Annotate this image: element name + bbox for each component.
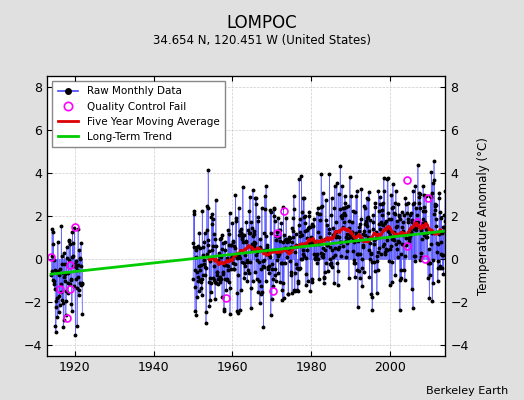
Text: LOMPOC: LOMPOC: [227, 14, 297, 32]
Text: 34.654 N, 120.451 W (United States): 34.654 N, 120.451 W (United States): [153, 34, 371, 47]
Y-axis label: Temperature Anomaly (°C): Temperature Anomaly (°C): [477, 137, 490, 295]
Legend: Raw Monthly Data, Quality Control Fail, Five Year Moving Average, Long-Term Tren: Raw Monthly Data, Quality Control Fail, …: [52, 81, 225, 147]
Text: Berkeley Earth: Berkeley Earth: [426, 386, 508, 396]
